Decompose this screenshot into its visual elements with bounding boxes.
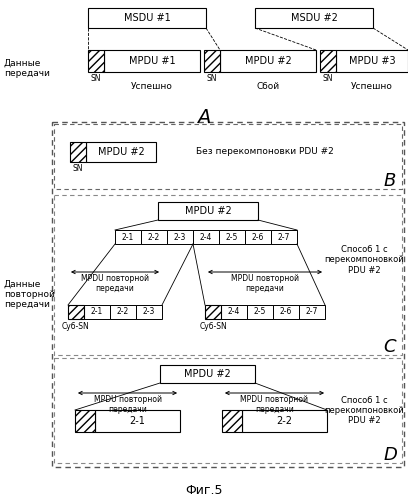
Bar	[222, 410, 242, 432]
Text: 2-5: 2-5	[254, 308, 266, 316]
Bar	[110, 305, 136, 319]
Bar	[255, 8, 373, 28]
Bar	[219, 230, 245, 244]
Bar	[54, 358, 402, 463]
Bar	[245, 230, 271, 244]
Text: Фиг.5: Фиг.5	[185, 484, 223, 496]
Text: C: C	[384, 338, 396, 356]
Bar	[271, 230, 297, 244]
Text: Успешно: Успешно	[351, 82, 393, 91]
Bar	[158, 202, 258, 220]
Text: 2-1: 2-1	[122, 232, 134, 241]
Bar	[205, 305, 221, 319]
Text: 2-6: 2-6	[280, 308, 292, 316]
Text: MPDU #1: MPDU #1	[129, 56, 175, 66]
Text: SN: SN	[73, 164, 83, 173]
Text: D: D	[383, 446, 397, 464]
Bar	[52, 122, 404, 467]
Text: 2-7: 2-7	[306, 308, 318, 316]
Bar	[88, 50, 104, 72]
Text: 2-5: 2-5	[226, 232, 238, 241]
Text: 2-2: 2-2	[148, 232, 160, 241]
Bar	[104, 50, 200, 72]
Text: 2-7: 2-7	[278, 232, 290, 241]
Bar	[247, 305, 273, 319]
Text: MPDU повторной
передачи: MPDU повторной передачи	[231, 274, 299, 293]
Text: MPDU повторной
передачи: MPDU повторной передачи	[93, 395, 162, 414]
Text: Данные
передачи: Данные передачи	[4, 58, 50, 78]
Text: Способ 1 с
перекомпоновкой
PDU #2: Способ 1 с перекомпоновкой PDU #2	[324, 245, 404, 275]
Text: SN: SN	[91, 74, 101, 83]
Text: MSDU #1: MSDU #1	[124, 13, 171, 23]
Text: 2-3: 2-3	[143, 308, 155, 316]
Text: 2-1: 2-1	[91, 308, 103, 316]
Bar	[204, 50, 220, 72]
Bar	[75, 410, 95, 432]
Text: 2-4: 2-4	[228, 308, 240, 316]
Bar	[167, 230, 193, 244]
Bar	[136, 305, 162, 319]
Text: SN: SN	[207, 74, 217, 83]
Text: A: A	[197, 108, 211, 127]
Text: B: B	[384, 172, 396, 190]
Text: MSDU #2: MSDU #2	[290, 13, 337, 23]
Text: 2-3: 2-3	[174, 232, 186, 241]
Text: MPDU #2: MPDU #2	[98, 147, 144, 157]
Text: Суб-SN: Суб-SN	[199, 322, 227, 331]
Bar	[273, 305, 299, 319]
Bar	[299, 305, 325, 319]
Text: SN: SN	[323, 74, 333, 83]
Text: MPDU #2: MPDU #2	[185, 206, 231, 216]
Text: 2-2: 2-2	[117, 308, 129, 316]
Text: 2-2: 2-2	[277, 416, 293, 426]
Bar	[84, 305, 110, 319]
Text: MPDU повторной
передачи: MPDU повторной передачи	[240, 395, 308, 414]
Text: Без перекомпоновки PDU #2: Без перекомпоновки PDU #2	[196, 148, 334, 156]
Text: Суб-SN: Суб-SN	[62, 322, 90, 331]
Bar	[68, 305, 84, 319]
Bar	[221, 305, 247, 319]
Text: Способ 1 с
перекомпоновкой
PDU #2: Способ 1 с перекомпоновкой PDU #2	[324, 396, 404, 426]
Text: MPDU #2: MPDU #2	[184, 369, 231, 379]
Bar	[54, 195, 402, 355]
Bar	[88, 8, 206, 28]
Bar	[160, 365, 255, 383]
Bar	[95, 410, 180, 432]
Text: MPDU #3: MPDU #3	[349, 56, 395, 66]
Bar	[320, 50, 336, 72]
Text: Сбой: Сбой	[257, 82, 279, 91]
Bar	[220, 50, 316, 72]
Text: 2-6: 2-6	[252, 232, 264, 241]
Bar	[141, 230, 167, 244]
Bar	[242, 410, 327, 432]
Bar	[54, 124, 402, 189]
Bar	[193, 230, 219, 244]
Text: 2-4: 2-4	[200, 232, 212, 241]
Bar	[86, 142, 156, 162]
Text: Успешно: Успешно	[131, 82, 173, 91]
Text: Данные
повторной
передачи: Данные повторной передачи	[4, 280, 55, 310]
Bar	[336, 50, 408, 72]
Bar	[70, 142, 86, 162]
Text: 2-1: 2-1	[130, 416, 145, 426]
Text: MPDU повторной
передачи: MPDU повторной передачи	[81, 274, 149, 293]
Text: MPDU #2: MPDU #2	[245, 56, 291, 66]
Bar	[115, 230, 141, 244]
